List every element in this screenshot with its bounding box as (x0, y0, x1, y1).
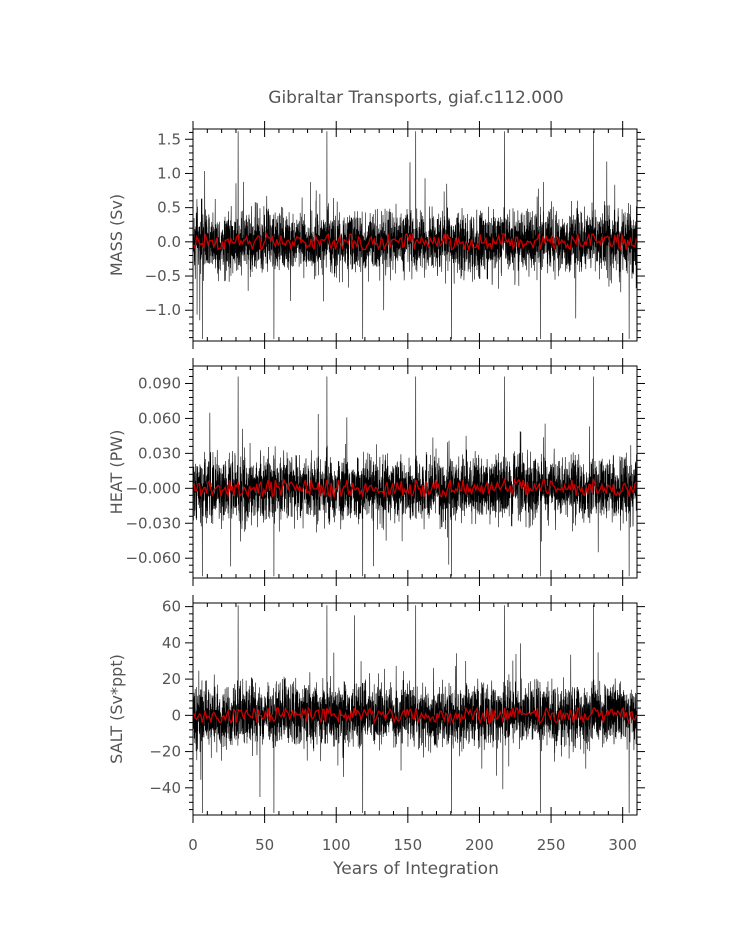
series-line-raw-mass (193, 131, 637, 340)
x-tick-label: 50 (255, 836, 274, 854)
series-line-smoothed-mass (193, 232, 637, 253)
y-tick-label: 0.060 (138, 409, 181, 427)
x-axis-label: Years of Integration (332, 859, 499, 879)
y-tick-label: 1.0 (157, 164, 181, 182)
y-tick-label: 1.5 (157, 130, 181, 148)
panel-frame (192, 602, 638, 816)
y-tick-label: 0.5 (157, 199, 181, 217)
y-tick-label: −20 (149, 743, 181, 761)
y-axis-label-salt: SALT (Sv*ppt) (107, 654, 126, 764)
x-tick-label: 150 (394, 836, 423, 854)
y-tick-label: −0.060 (125, 549, 181, 567)
x-tick-label: 0 (188, 836, 198, 854)
y-tick-label: −40 (149, 779, 181, 797)
chart-title: Gibraltar Transports, giaf.c112.000 (268, 88, 563, 108)
series-line-smoothed-heat (193, 477, 637, 500)
x-tick-label: 200 (465, 836, 494, 854)
series-line-raw-heat (193, 376, 637, 577)
x-tick-label: 300 (608, 836, 637, 854)
y-tick-label: −0.5 (145, 267, 181, 285)
series-line-smoothed-salt (193, 705, 637, 725)
y-axis-label-heat: HEAT (PW) (107, 430, 126, 515)
y-tick-label: 0.0 (157, 233, 181, 251)
y-axis-label-mass: MASS (Sv) (107, 194, 126, 276)
y-tick-label: −0.030 (125, 514, 181, 532)
y-tick-label: 20 (162, 670, 181, 688)
x-tick-label: 250 (537, 836, 566, 854)
panel-heat: −0.060 −0.030 −0.000 0.030 0.060 0.090 HEAT (P… (107, 358, 645, 586)
panel-mass: −1.0 −0.5 0.0 0.5 1.0 1.5 MASS (Sv) (107, 121, 645, 349)
y-tick-label: 40 (162, 634, 181, 652)
y-tick-label: −0.000 (125, 479, 181, 497)
panel-frame (192, 365, 638, 579)
y-tick-label: 60 (162, 598, 181, 616)
x-tick-label: 100 (322, 836, 351, 854)
y-tick-label: 0.030 (138, 444, 181, 462)
y-tick-label: −1.0 (145, 301, 181, 319)
y-tick-label: 0 (171, 706, 181, 724)
panel-salt: −40 −20 0 20 40 60 SALT (Sv*ppt) 0 50 100 150 200 25… (107, 595, 645, 854)
y-tick-label: 0.090 (138, 374, 181, 392)
